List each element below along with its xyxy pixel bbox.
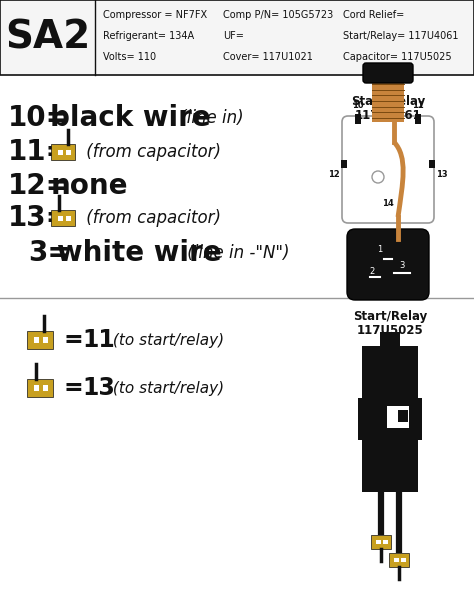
Text: 11: 11 [412, 101, 424, 110]
Text: 13: 13 [436, 170, 448, 179]
Bar [341, 160, 347, 168]
Text: 12=: 12= [8, 172, 70, 200]
Text: 12: 12 [328, 170, 340, 179]
Bar [398, 410, 408, 422]
Text: Start/Relay: Start/Relay [353, 310, 427, 323]
Text: Cord Relief=: Cord Relief= [343, 10, 404, 20]
FancyBboxPatch shape [347, 229, 429, 300]
Text: (to start/relay): (to start/relay) [108, 333, 224, 347]
Text: Compressor = NF7FX: Compressor = NF7FX [103, 10, 207, 20]
Text: Refrigerant= 134A: Refrigerant= 134A [103, 31, 194, 41]
Text: (line in): (line in) [175, 109, 244, 127]
Text: 11: 11 [82, 328, 115, 352]
FancyBboxPatch shape [363, 63, 413, 83]
Text: none: none [51, 172, 128, 200]
Bar [66, 149, 71, 155]
Bar [34, 337, 39, 343]
Text: =: = [64, 328, 92, 352]
Text: Cover= 117U1021: Cover= 117U1021 [223, 52, 313, 62]
Circle shape [372, 171, 384, 183]
Text: 14: 14 [382, 199, 394, 208]
Bar [415, 114, 421, 124]
Bar [27, 331, 53, 349]
Text: Volts= 110: Volts= 110 [103, 52, 156, 62]
Bar [429, 160, 435, 168]
Text: (line in -"N"): (line in -"N") [182, 244, 290, 262]
Bar [376, 540, 381, 544]
Bar [66, 215, 71, 221]
Bar [43, 385, 48, 391]
Bar [372, 80, 404, 122]
Bar [52, 210, 75, 226]
Text: 2: 2 [369, 266, 374, 276]
Text: 10: 10 [352, 101, 364, 110]
Text: 10=: 10= [8, 104, 70, 132]
Text: =: = [64, 376, 92, 400]
Bar [387, 406, 409, 428]
Bar [43, 337, 48, 343]
Text: Start/Relay: Start/Relay [351, 95, 425, 108]
Text: 117U4061: 117U4061 [355, 109, 421, 122]
Bar [52, 144, 75, 160]
Text: 3=: 3= [28, 239, 71, 267]
Text: 11=: 11= [8, 138, 70, 166]
Text: (from capacitor): (from capacitor) [82, 143, 221, 161]
Bar [0, 0, 474, 75]
Text: 13: 13 [82, 376, 115, 400]
Bar [58, 149, 63, 155]
Bar [380, 332, 400, 346]
Text: 3: 3 [399, 260, 405, 269]
Text: SA2: SA2 [5, 18, 90, 56]
Bar [389, 553, 409, 567]
Bar [362, 346, 418, 398]
Text: black wire: black wire [51, 104, 211, 132]
Text: Start/Relay= 117U4061: Start/Relay= 117U4061 [343, 31, 458, 41]
Bar [34, 385, 39, 391]
Bar [371, 535, 391, 549]
Bar [362, 440, 418, 492]
FancyBboxPatch shape [342, 116, 434, 223]
Bar [394, 558, 399, 562]
Text: 117U5025: 117U5025 [356, 324, 423, 337]
Bar [358, 398, 422, 440]
Text: (from capacitor): (from capacitor) [82, 209, 221, 227]
Text: UF=: UF= [223, 31, 244, 41]
Text: 13=: 13= [8, 204, 70, 232]
Text: 1: 1 [377, 244, 383, 253]
Text: Comp P/N= 105G5723: Comp P/N= 105G5723 [223, 10, 333, 20]
Bar [27, 379, 53, 397]
Bar [401, 558, 406, 562]
Bar [383, 540, 388, 544]
Bar [355, 114, 361, 124]
Text: white wire: white wire [57, 239, 222, 267]
Text: Capacitor= 117U5025: Capacitor= 117U5025 [343, 52, 452, 62]
Bar [58, 215, 63, 221]
Text: (to start/relay): (to start/relay) [108, 381, 224, 396]
